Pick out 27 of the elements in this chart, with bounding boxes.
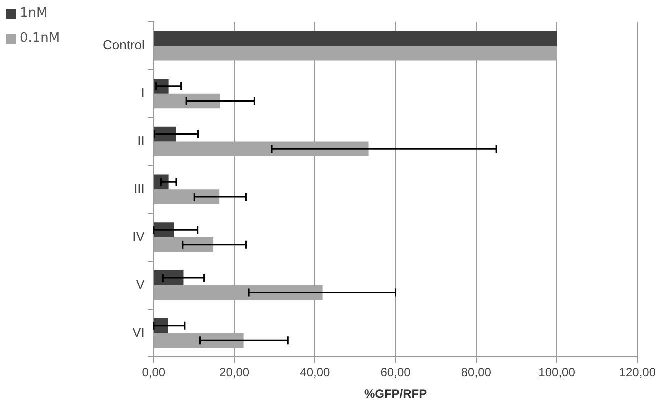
x-tick-label: 0,00 [142, 366, 166, 380]
bar [154, 285, 323, 300]
y-tick-label: III [134, 181, 145, 196]
bar [154, 333, 244, 348]
y-tick-label: II [138, 133, 145, 148]
y-tick-label: IV [132, 229, 146, 244]
y-tick-label: Control [102, 38, 146, 53]
bar [154, 318, 168, 334]
x-tick-label: 20,00 [220, 366, 250, 380]
x-tick-label: 120,00 [619, 366, 656, 380]
x-tick-label: 100,00 [538, 366, 576, 380]
bar [154, 142, 369, 157]
bar [154, 94, 220, 109]
bar [154, 270, 184, 286]
y-tick-label: V [136, 276, 146, 292]
x-tick-label: 80,00 [461, 366, 492, 380]
bar [154, 31, 558, 46]
y-tick-label: VI [132, 324, 145, 340]
y-tick-label: I [141, 85, 145, 100]
x-tick-label: 60,00 [380, 366, 412, 380]
bar [154, 190, 220, 204]
x-tick-label: 40,00 [300, 366, 330, 380]
x-axis-title: %GFP/RFP [364, 387, 428, 402]
legend-label: 0.1nM [20, 31, 60, 46]
bar [154, 46, 558, 61]
legend-label: 1nM [20, 6, 48, 21]
bar [154, 237, 214, 252]
